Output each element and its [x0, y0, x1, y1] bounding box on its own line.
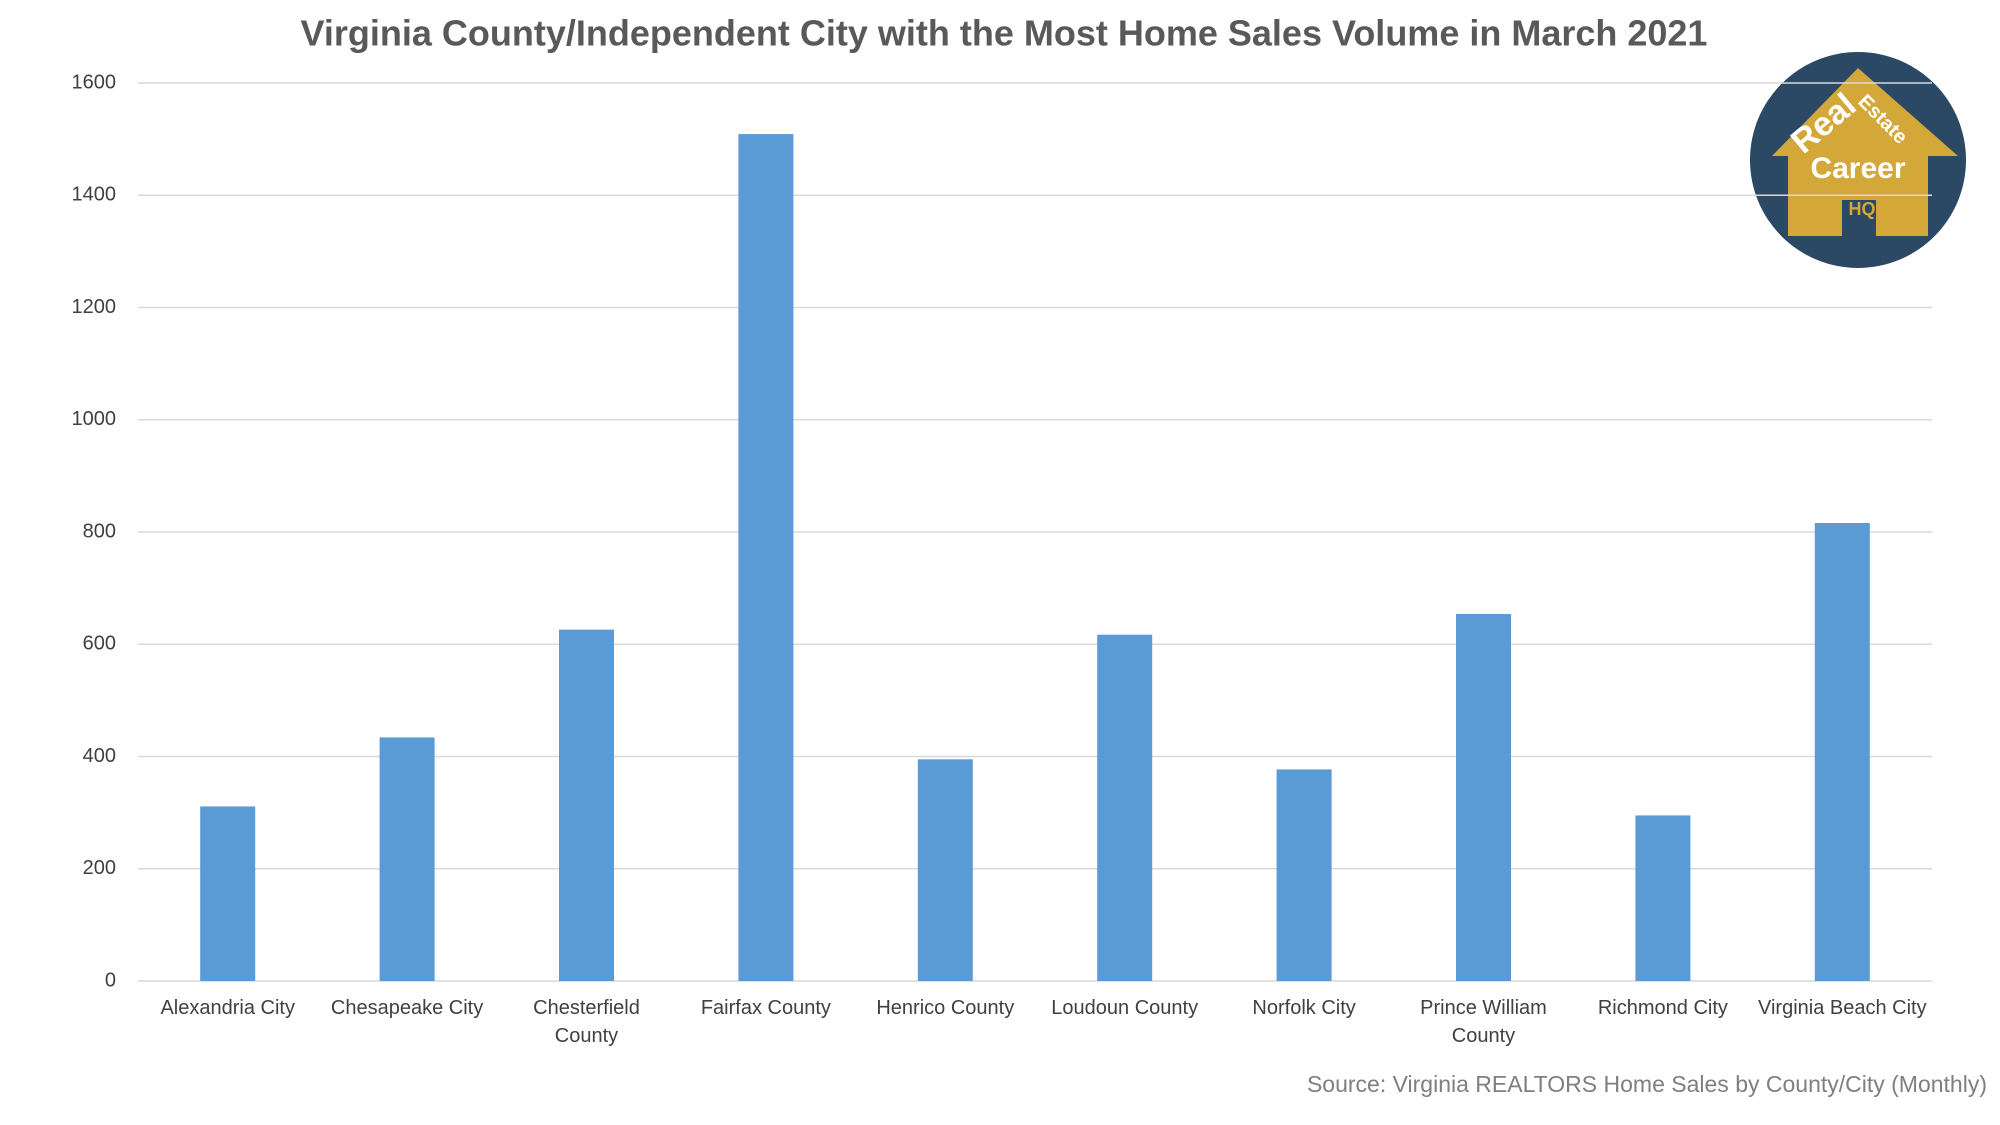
logo-word: HQ	[1849, 199, 1876, 219]
y-tick-label: 1600	[72, 71, 117, 93]
bar	[379, 737, 435, 981]
x-tick-label: Henrico County	[876, 997, 1015, 1019]
x-tick-label: Fairfax County	[700, 997, 831, 1019]
x-tick-label: Norfolk City	[1252, 997, 1356, 1019]
bar	[1635, 815, 1691, 981]
x-tick-label: Loudoun County	[1051, 997, 1199, 1019]
bar	[559, 629, 614, 981]
x-tick-label: Prince William County	[1420, 997, 1547, 1047]
x-tick-label: Alexandria City	[160, 997, 295, 1019]
bar	[1097, 634, 1153, 981]
bar	[1814, 523, 1870, 981]
bar	[917, 759, 973, 981]
bar	[1456, 613, 1511, 981]
y-tick-label: 400	[83, 745, 116, 767]
y-tick-label: 1200	[72, 296, 117, 318]
y-tick-label: 0	[105, 969, 116, 991]
bar	[738, 134, 794, 982]
y-tick-label: 200	[83, 857, 116, 879]
bar	[1276, 769, 1332, 981]
y-tick-label: 800	[83, 520, 116, 542]
logo-house	[1772, 68, 1958, 236]
chart-title: Virginia County/Independent City with th…	[301, 13, 1708, 54]
logo: Real Estate Career HQ	[1750, 52, 1966, 268]
source-note: Source: Virginia REALTORS Home Sales by …	[1307, 1071, 1987, 1097]
y-tick-label: 1000	[72, 408, 117, 430]
logo-word: Career	[1810, 152, 1905, 185]
bar	[200, 806, 256, 981]
x-tick-label: Virginia Beach City	[1757, 997, 1927, 1019]
x-tick-label: Chesterfield County	[533, 997, 640, 1047]
x-tick-label: Chesapeake City	[330, 997, 484, 1019]
y-tick-label: 1400	[72, 184, 117, 206]
x-tick-label: Richmond City	[1597, 997, 1728, 1019]
y-tick-label: 600	[83, 633, 116, 655]
